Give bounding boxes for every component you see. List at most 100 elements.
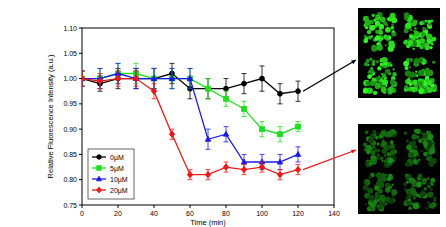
- error-bar-cap: [242, 154, 247, 155]
- cell: [384, 155, 386, 157]
- cell: [426, 75, 428, 77]
- cell: [388, 41, 394, 47]
- error-bar-cap: [260, 121, 265, 122]
- marker: [97, 187, 102, 193]
- cell: [365, 130, 369, 134]
- error-bar-cap: [170, 68, 175, 69]
- error-bar: [296, 81, 301, 101]
- cell: [408, 152, 414, 158]
- cell: [375, 21, 380, 26]
- error-bar-cap: [170, 139, 175, 140]
- error-bar: [296, 147, 301, 162]
- error-bar-cap: [206, 78, 211, 79]
- error-bar: [278, 154, 283, 169]
- cell: [390, 176, 393, 179]
- cell: [413, 203, 419, 209]
- cell: [418, 173, 422, 177]
- cell: [414, 31, 419, 36]
- error-bar-cap: [98, 88, 103, 89]
- marker: [188, 76, 193, 81]
- legend-label: 0µM: [110, 154, 124, 162]
- cell: [418, 138, 423, 143]
- marker: [169, 76, 174, 81]
- cell: [377, 177, 383, 183]
- legend-label: 20µM: [110, 187, 128, 195]
- arrow: [303, 150, 356, 170]
- cell: [375, 15, 380, 20]
- cell: [383, 21, 387, 25]
- cell: [381, 90, 383, 92]
- cell: [363, 39, 368, 44]
- cell: [415, 30, 418, 33]
- cell: [371, 202, 376, 207]
- x-tick-label: 120: [292, 210, 304, 217]
- marker: [97, 155, 101, 159]
- y-axis-label: Relative Fluorescence Intensity (a.u.): [46, 54, 55, 178]
- cell: [381, 140, 385, 144]
- cell: [368, 35, 372, 39]
- cell: [366, 81, 371, 86]
- cell: [405, 162, 410, 167]
- y-tick: [79, 179, 82, 180]
- cell: [406, 175, 410, 179]
- error-bar-cap: [116, 63, 121, 64]
- marker: [206, 86, 211, 91]
- marker: [97, 78, 102, 84]
- cell: [411, 134, 417, 140]
- cell: [413, 197, 416, 200]
- error-bar: [134, 71, 139, 86]
- error-bar-cap: [82, 86, 85, 87]
- cell: [429, 148, 435, 154]
- arrow-shaft: [303, 60, 356, 91]
- error-bar-cap: [82, 70, 85, 71]
- cell: [383, 73, 386, 76]
- cell: [414, 160, 419, 165]
- x-tick-label: 80: [222, 210, 230, 217]
- chart: 0204060801001201400.750.800.850.900.951.…: [0, 0, 446, 227]
- marker: [97, 166, 101, 170]
- cell: [369, 58, 372, 61]
- cell: [426, 33, 432, 39]
- error-bar-cap: [206, 78, 211, 79]
- error-bar-cap: [296, 146, 301, 147]
- marker: [278, 132, 283, 137]
- error-bar: [82, 71, 85, 86]
- error-bar-cap: [278, 141, 283, 142]
- error-bar: [224, 127, 229, 142]
- cell: [414, 27, 417, 30]
- cell: [390, 140, 394, 144]
- cell: [387, 202, 389, 204]
- error-bar-cap: [188, 88, 193, 89]
- cell: [427, 134, 433, 140]
- error-bar-cap: [134, 70, 139, 71]
- error-bar-cap: [152, 83, 157, 84]
- marker: [133, 75, 138, 81]
- micrograph: [358, 8, 440, 98]
- error-bar-cap: [82, 70, 85, 71]
- cell: [409, 175, 412, 178]
- cell: [413, 159, 417, 163]
- cell: [421, 132, 424, 135]
- error-bar: [260, 154, 265, 169]
- y-tick-label: 0.80: [63, 176, 77, 183]
- marker: [241, 159, 246, 164]
- marker: [206, 86, 211, 91]
- micrograph: [358, 124, 440, 214]
- error-bar-cap: [170, 68, 175, 69]
- x-tick-label: 20: [114, 210, 122, 217]
- error-bar-cap: [134, 68, 139, 69]
- cell: [370, 155, 376, 161]
- x-tick-label: 100: [256, 210, 268, 217]
- y-tick: [79, 154, 82, 155]
- error-bar-cap: [260, 91, 265, 92]
- error-bar: [206, 79, 211, 99]
- cell: [421, 150, 424, 153]
- error-bar-cap: [242, 93, 247, 94]
- cell: [369, 25, 375, 31]
- cell: [370, 200, 372, 202]
- error-bar-cap: [188, 98, 193, 99]
- error-bar-cap: [224, 106, 229, 107]
- error-bar-cap: [188, 68, 193, 69]
- cell: [413, 48, 415, 50]
- arrow-shaft: [303, 150, 356, 170]
